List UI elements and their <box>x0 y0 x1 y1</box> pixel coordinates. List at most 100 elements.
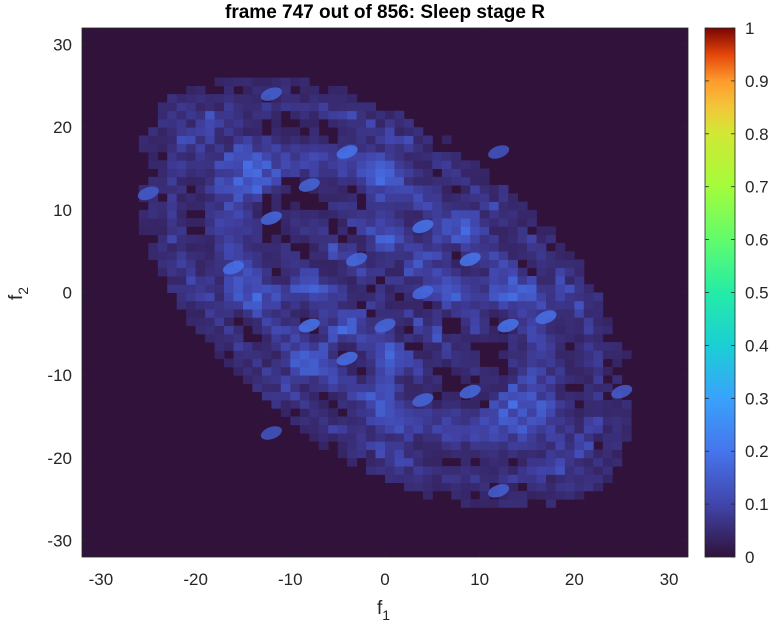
heatmap-cell <box>489 276 500 285</box>
heatmap-cell <box>167 102 178 112</box>
heatmap-cell <box>441 168 452 178</box>
heatmap-cell <box>621 424 632 434</box>
heatmap-cell <box>385 300 395 310</box>
heatmap-cell <box>299 391 310 401</box>
y-tick-label: -20 <box>47 449 72 468</box>
heatmap-cell <box>385 433 395 442</box>
heatmap-cell <box>489 251 500 260</box>
heatmap-cell <box>337 185 348 194</box>
heatmap-cell <box>366 251 376 260</box>
heatmap-cell <box>309 408 320 417</box>
heatmap-cell <box>413 482 424 492</box>
heatmap-cell <box>233 168 244 178</box>
heatmap-cell <box>356 127 367 136</box>
heatmap-cell <box>337 325 348 335</box>
heatmap-cell <box>243 276 253 285</box>
heatmap-cell <box>347 424 357 434</box>
heatmap-cell <box>517 342 528 351</box>
heatmap-cell <box>536 449 547 459</box>
heatmap-cell <box>337 366 348 376</box>
heatmap-cell <box>394 110 405 120</box>
heatmap-cell <box>432 226 443 236</box>
heatmap-cell <box>318 193 329 202</box>
heatmap-cell <box>593 391 604 401</box>
heatmap-cell <box>602 400 613 409</box>
heatmap-cell <box>186 276 197 285</box>
heatmap-cell <box>167 152 178 161</box>
heatmap-cell <box>318 441 329 450</box>
heatmap-cell <box>214 292 225 302</box>
heatmap-cell <box>299 160 310 169</box>
heatmap-cell <box>451 309 462 318</box>
heatmap-cell <box>261 383 272 393</box>
heatmap-cell <box>261 259 272 269</box>
heatmap-cell <box>470 474 481 483</box>
heatmap-cell <box>489 433 500 442</box>
heatmap-cell <box>385 152 395 161</box>
heatmap-cell <box>470 416 481 426</box>
heatmap-cell <box>413 185 424 194</box>
heatmap-peak <box>611 384 633 399</box>
heatmap-cell <box>290 234 301 244</box>
heatmap-cell <box>394 234 405 244</box>
heatmap-peak <box>488 484 510 498</box>
heatmap-cell <box>375 457 386 467</box>
heatmap-cell <box>422 441 433 450</box>
heatmap-peak <box>488 145 510 159</box>
heatmap-cell <box>356 408 367 417</box>
heatmap-cell <box>176 218 187 227</box>
heatmap-cell <box>555 366 566 376</box>
heatmap-cell <box>233 94 244 103</box>
heatmap-cell <box>489 234 500 244</box>
heatmap-cell <box>214 309 225 318</box>
heatmap-cell <box>356 309 367 318</box>
heatmap-cell <box>214 350 225 360</box>
heatmap-cell <box>318 251 329 260</box>
heatmap-cell <box>460 185 471 194</box>
heatmap-cell <box>366 143 376 153</box>
heatmap-cell <box>195 160 206 169</box>
heatmap-cell <box>243 127 253 136</box>
heatmap-cell <box>299 143 310 153</box>
heatmap-cell <box>441 333 452 343</box>
heatmap-cell <box>479 259 490 269</box>
heatmap-cell <box>403 127 414 136</box>
colorbar-tick-label: 1 <box>745 19 754 38</box>
heatmap-cell <box>224 143 234 153</box>
heatmap-cell <box>517 218 528 227</box>
heatmap-cell <box>527 259 537 269</box>
heatmap-cell <box>489 292 500 302</box>
heatmap-cell <box>394 143 405 153</box>
heatmap-cell <box>517 391 528 401</box>
heatmap-cell <box>148 242 159 252</box>
heatmap-cell <box>280 259 291 269</box>
heatmap-cell <box>422 482 433 492</box>
heatmap-cell <box>422 176 433 186</box>
heatmap-cell <box>299 424 310 434</box>
heatmap-peak <box>298 318 320 333</box>
heatmap-cell <box>527 358 537 368</box>
heatmap-cell <box>403 424 414 434</box>
heatmap-cell <box>186 201 197 211</box>
heatmap-cell <box>290 358 301 368</box>
heatmap-cell <box>517 383 528 393</box>
heatmap-cell <box>186 234 197 244</box>
heatmap-cell <box>252 209 263 219</box>
heatmap-cell <box>261 102 272 112</box>
heatmap-cell <box>309 102 320 112</box>
heatmap-cell <box>460 209 471 219</box>
heatmap-cell <box>224 325 234 335</box>
heatmap-cell <box>441 218 452 227</box>
heatmap-cell <box>385 333 395 343</box>
heatmap-cell <box>394 226 405 236</box>
heatmap-cell <box>441 309 452 318</box>
heatmap-cell <box>375 267 386 277</box>
heatmap-cell <box>347 209 357 219</box>
heatmap-cell <box>233 185 244 194</box>
heatmap-cell <box>347 342 357 351</box>
heatmap-cell <box>299 383 310 393</box>
heatmap-cell <box>176 193 187 202</box>
heatmap-cell <box>451 474 462 483</box>
heatmap-cell <box>536 408 547 417</box>
heatmap-cell <box>508 342 518 351</box>
